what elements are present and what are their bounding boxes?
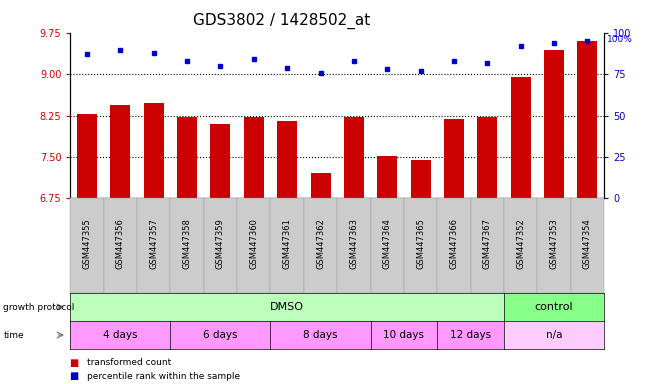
Text: 100%: 100% [607, 35, 633, 44]
Text: 8 days: 8 days [303, 330, 338, 340]
Bar [111, 104, 130, 198]
Bar [311, 173, 331, 198]
Bar [577, 41, 597, 198]
Text: GSM447355: GSM447355 [83, 218, 92, 269]
Text: GSM447358: GSM447358 [183, 218, 192, 269]
Bar [277, 121, 297, 198]
Text: n/a: n/a [546, 330, 562, 340]
Text: 4 days: 4 days [103, 330, 138, 340]
Text: 6 days: 6 days [203, 330, 238, 340]
Text: transformed count: transformed count [87, 358, 172, 367]
Bar [177, 117, 197, 198]
Bar [377, 156, 397, 198]
Bar [511, 77, 531, 198]
Text: percentile rank within the sample: percentile rank within the sample [87, 372, 240, 381]
Text: control: control [535, 302, 573, 312]
Text: ■: ■ [70, 371, 83, 381]
Bar [144, 103, 164, 198]
Text: GSM447353: GSM447353 [550, 218, 558, 269]
Text: 10 days: 10 days [383, 330, 424, 340]
Bar [444, 119, 464, 198]
Bar [244, 117, 264, 198]
Text: GSM447361: GSM447361 [282, 218, 292, 269]
Text: GSM447366: GSM447366 [450, 218, 458, 269]
Bar [477, 117, 497, 198]
Text: GSM447364: GSM447364 [382, 218, 392, 269]
Text: growth protocol: growth protocol [3, 303, 74, 311]
Text: GSM447365: GSM447365 [416, 218, 425, 269]
Text: GSM447363: GSM447363 [350, 218, 358, 269]
Text: DMSO: DMSO [270, 302, 304, 312]
Text: GSM447357: GSM447357 [150, 218, 158, 269]
Text: GSM447354: GSM447354 [582, 218, 592, 269]
Text: GSM447352: GSM447352 [516, 218, 525, 269]
Text: GSM447356: GSM447356 [116, 218, 125, 269]
Text: GDS3802 / 1428502_at: GDS3802 / 1428502_at [193, 13, 370, 29]
Bar [411, 159, 431, 198]
Text: ■: ■ [70, 358, 83, 367]
Bar [544, 50, 564, 198]
Bar [344, 117, 364, 198]
Text: time: time [3, 331, 24, 339]
Text: GSM447362: GSM447362 [316, 218, 325, 269]
Text: GSM447367: GSM447367 [482, 218, 492, 269]
Bar [211, 124, 231, 198]
Text: GSM447359: GSM447359 [216, 218, 225, 269]
Text: 12 days: 12 days [450, 330, 491, 340]
Bar [77, 114, 97, 198]
Text: GSM447360: GSM447360 [250, 218, 258, 269]
